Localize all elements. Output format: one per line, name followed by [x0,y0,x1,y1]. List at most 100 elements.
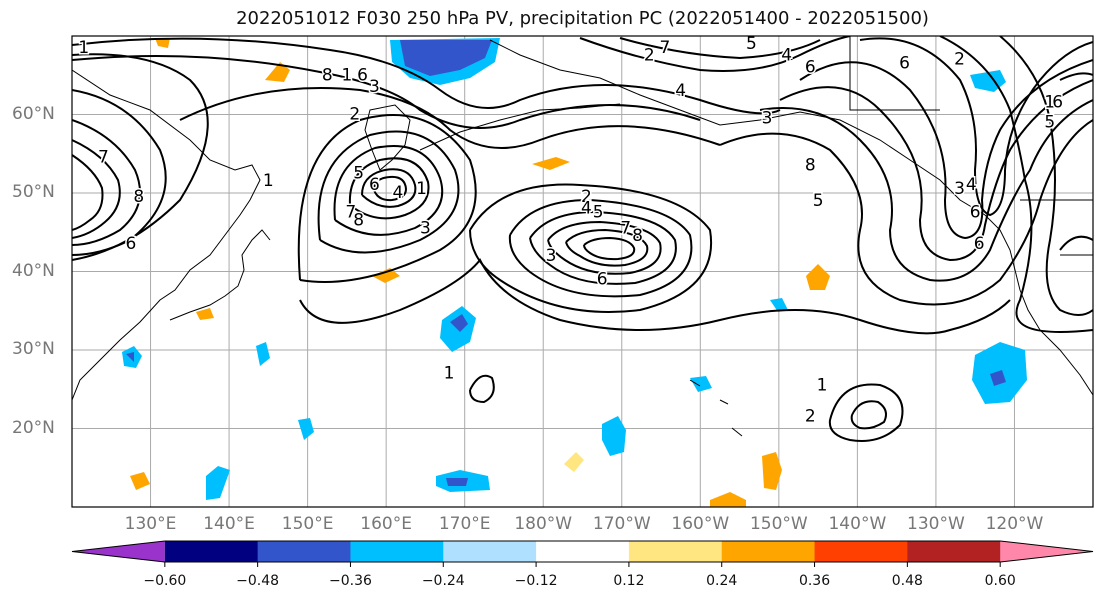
lon-label: 130°W [907,514,965,534]
contour-label: 7 [345,203,356,223]
contour-label: 3 [954,179,965,199]
colorbar-tick-label: −0.60 [143,573,187,589]
colorbar-swatch [72,541,165,562]
pv-contour [583,236,636,261]
colorbar-swatch [721,541,816,562]
colorbar-swatch [443,541,537,562]
precip-blob-jp1 [265,62,290,82]
contour-label: 6 [899,53,910,73]
lat-label: 20°N [12,417,55,438]
pv-contour [859,37,1093,217]
pv-contour [999,36,1093,316]
lon-label: 160°W [671,514,730,534]
pv-contour [939,36,1093,333]
colorbar-tick-label: −0.24 [421,573,465,589]
precip-blob-s9 [710,492,746,507]
colorbar-tick-label: −0.48 [236,573,280,589]
contour-label: 6 [805,57,816,77]
precip-blob-s1 [690,376,712,392]
colorbar-swatch [628,541,723,562]
contour-label: 2 [805,407,816,427]
contour-label: 5 [1044,112,1055,132]
contour-label: 2 [644,46,655,66]
precipitation-shading [122,38,1027,507]
precip-blob-bering-core [400,40,492,76]
precip-blob-s6 [206,466,230,500]
lon-label: 140°E [203,514,255,534]
pv-contour [469,183,713,313]
lon-label: 120°W [985,514,1044,534]
colorbar-swatch [257,541,351,562]
precip-blob-mid1 [532,157,570,170]
pv-contour [529,210,677,285]
coastlines [72,36,1093,437]
contour-label: 5 [353,163,364,183]
precip-blob-s7-core [446,478,468,486]
colorbar-swatch [164,541,259,562]
contour-label: 2 [581,187,592,207]
contour-label: 1 [1044,93,1055,113]
pv-contour [72,139,121,239]
contour-label: 6 [1052,93,1063,113]
precip-blob-s4 [564,452,584,472]
contour-label: 7 [620,218,631,238]
contour-label: 6 [970,203,981,223]
pv-contour [297,114,477,283]
precip-blob-w1-core [126,352,134,362]
coastline-hawaii [689,379,743,437]
contour-label: 2 [349,105,360,125]
pv-contour [317,130,460,254]
colorbar-tick-label: 0.36 [798,573,831,589]
contour-label: 3 [762,108,773,128]
colorbar-tick-label: −0.36 [329,573,372,589]
lon-label: 130°E [124,514,177,534]
pv-contour [72,89,167,256]
pv-contour [1059,72,1093,251]
lon-label: 180°W [514,514,573,534]
contour-label: 8 [133,187,144,207]
contour-label: 1 [263,171,274,191]
contour-label: 6 [369,175,380,195]
coastline-aleutians [419,103,621,151]
pv-contour [579,36,851,72]
lat-label: 50°N [12,182,55,202]
colorbar-tick-label: 0.48 [891,573,923,589]
colorbar-tick-label: −0.12 [514,573,558,589]
pv-contour [72,53,209,261]
colorbar-swatch [814,541,908,562]
contour-label: 5 [746,34,757,54]
precip-blob-baja-core [990,370,1006,386]
precip-blob-s2 [602,416,626,456]
contour-label: 1 [78,38,89,58]
contour-label: 8 [632,226,643,246]
contour-label: 7 [660,38,671,58]
pv-contour [72,55,701,129]
pv-contour [719,119,1093,306]
contour-label: 3 [369,77,380,97]
contour-label: 8 [353,210,364,230]
lon-label: 160°E [360,514,412,534]
contour-label: 8 [322,65,333,85]
pv-contour [565,228,649,267]
contour-label: 1 [416,179,427,199]
pv-contour [72,37,781,115]
contour-label: 6 [357,65,368,85]
contour-label: 7 [98,148,109,168]
precip-blob-e2 [770,298,788,312]
contour-label: 1 [817,375,828,395]
contour-label: 4 [393,183,404,203]
pv-contour [508,198,693,298]
lon-label: 170°E [438,514,491,534]
contour-label: 6 [125,234,136,254]
colorbar-tick-label: 0.24 [706,573,738,589]
precip-blob-e1 [806,264,830,290]
contour-label: 3 [420,218,431,238]
colorbar-swatch [536,541,630,562]
contour-label: 4 [966,175,977,195]
lat-label: 60°N [12,103,55,124]
lon-label: 140°W [828,514,887,534]
colorbar-swatch [907,541,1001,562]
chart-title: 2022051012 F030 250 hPa PV, precipitatio… [236,8,929,29]
pv-contour [179,87,721,149]
